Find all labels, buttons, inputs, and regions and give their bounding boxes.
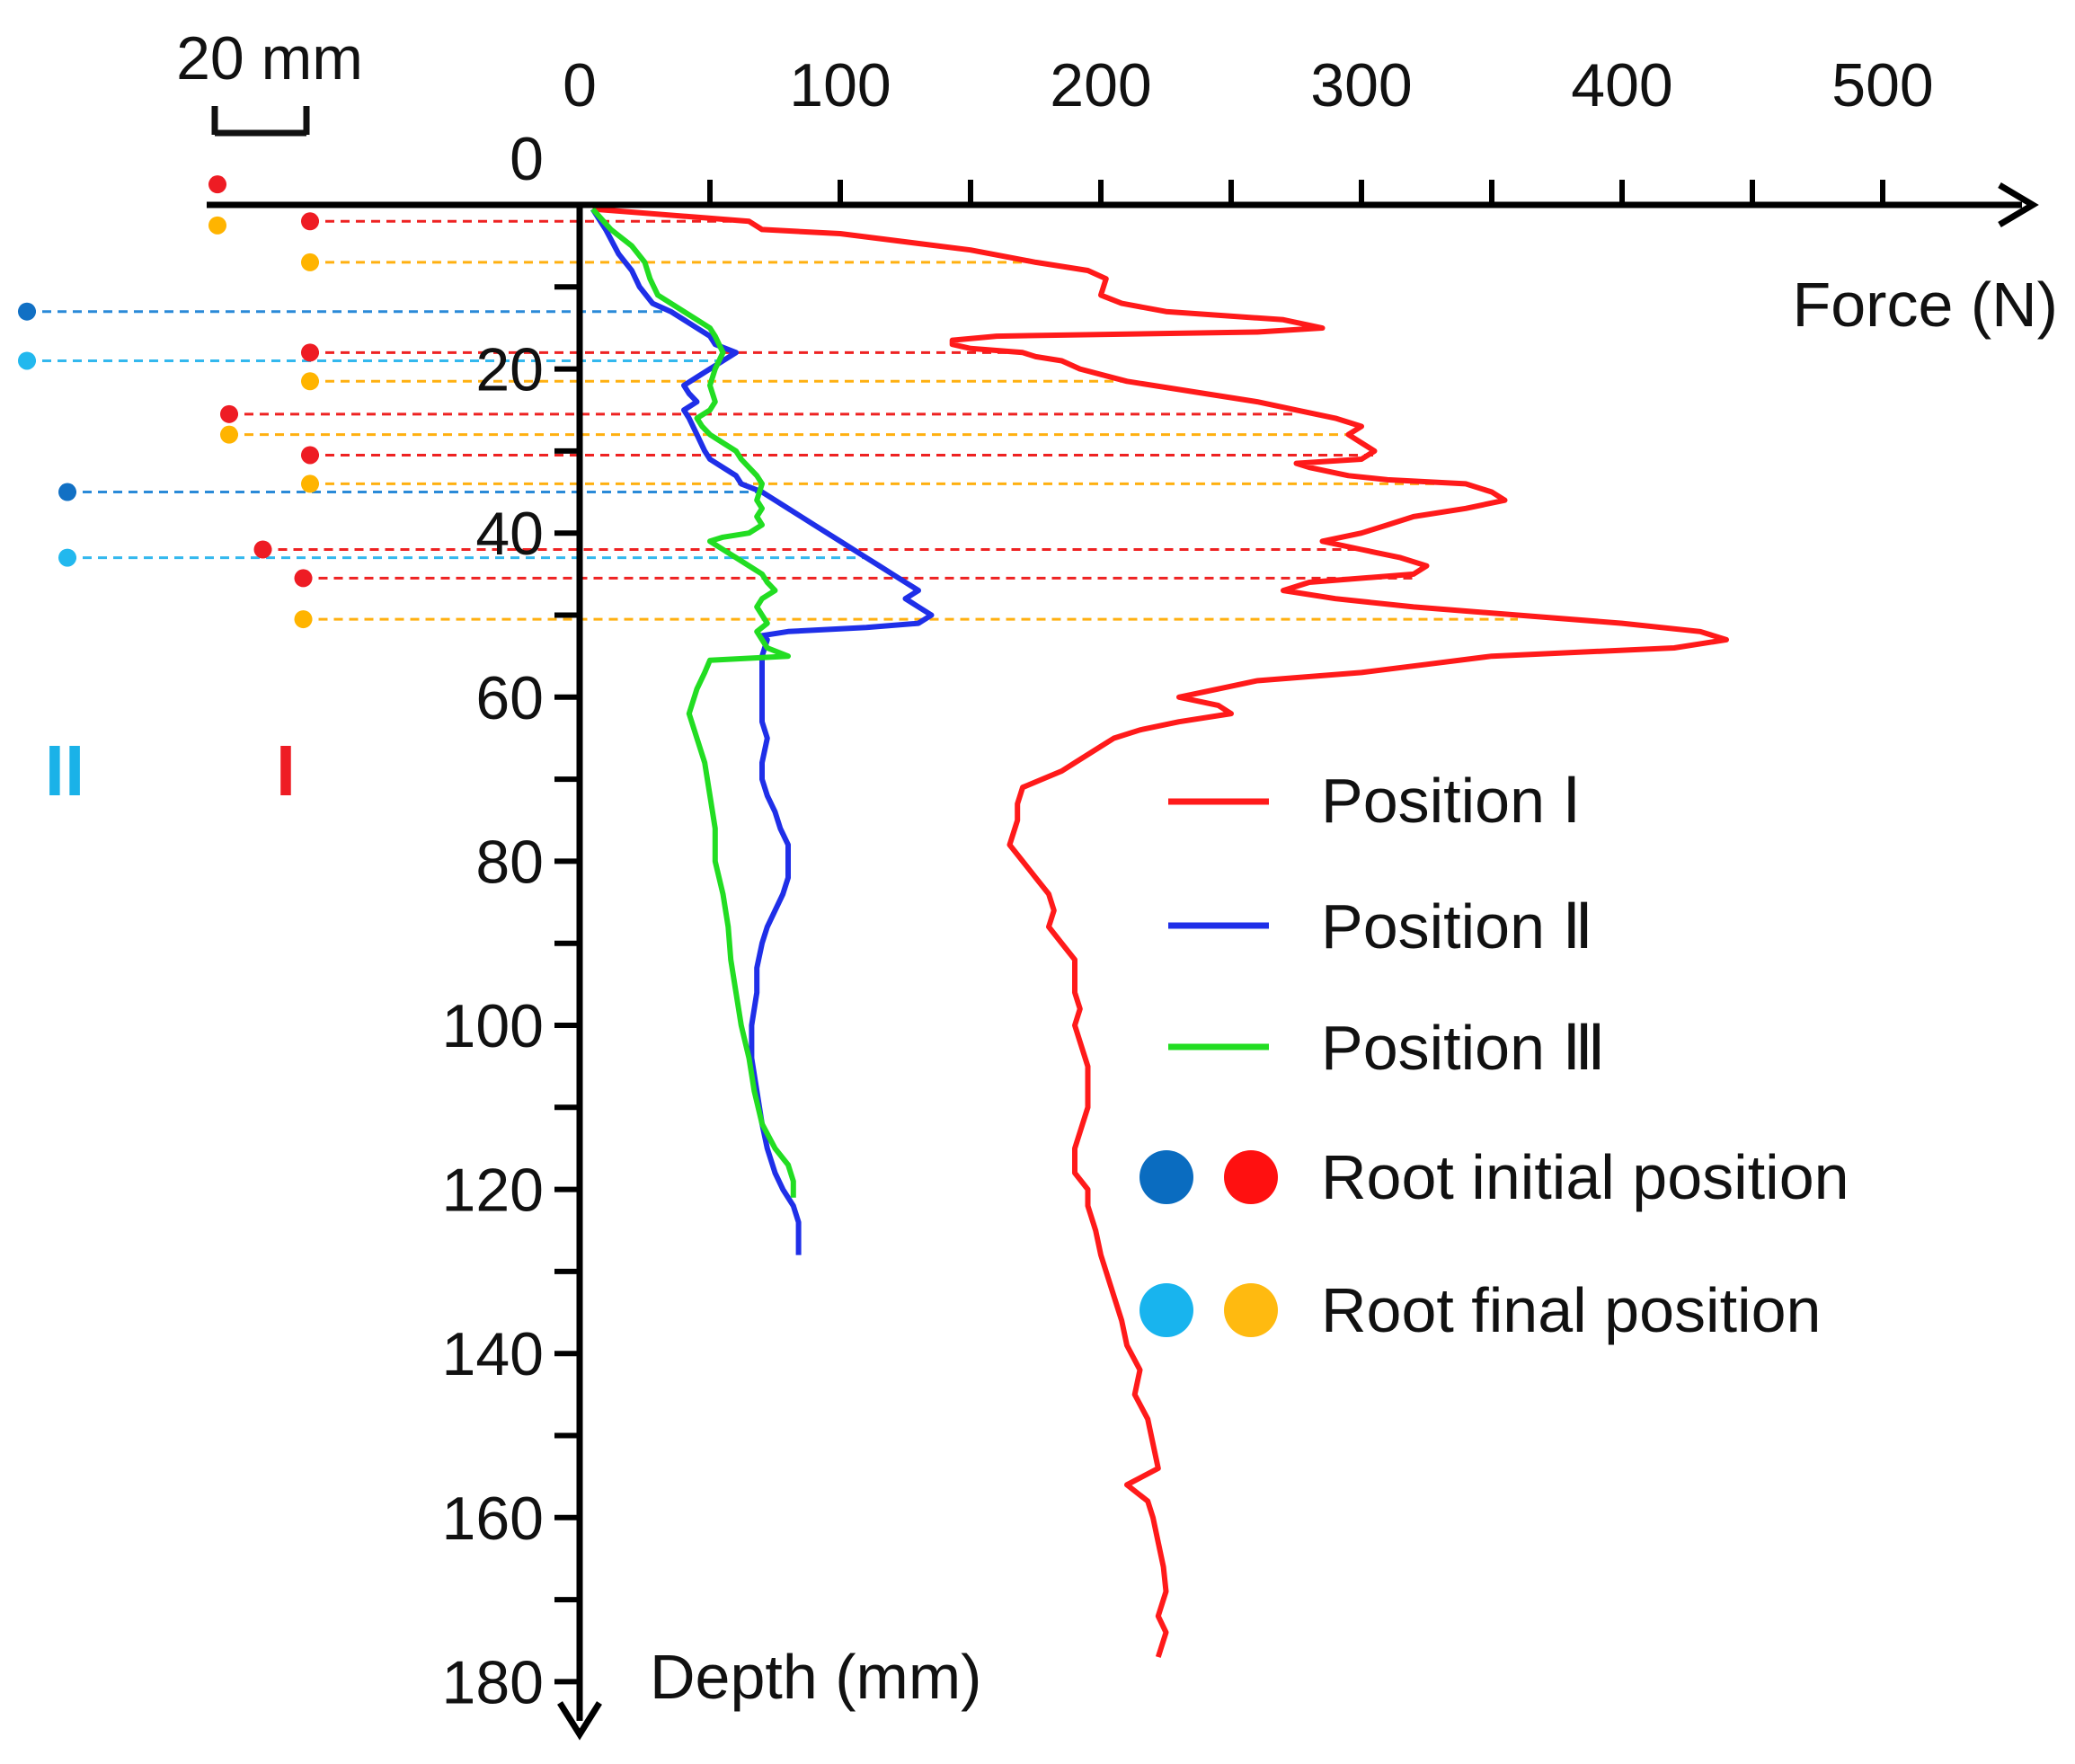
legend-dot-initial-red [1224,1150,1278,1204]
x-tick-label: 200 [1050,51,1151,120]
y-tick-label: 100 [442,992,544,1060]
y-tick-label: 120 [442,1157,544,1225]
legend-dot-initial-blue [1139,1150,1193,1204]
legend-label-position-ii: Position Ⅱ [1321,891,1593,962]
position-label-ii: II [45,731,84,811]
legend-label-position-iii: Position Ⅲ [1321,1013,1606,1083]
legend-label-position-i: Position Ⅰ [1321,766,1581,836]
y-tick-label: 160 [442,1485,544,1553]
legend-label-root-final: Root final position [1321,1275,1821,1345]
legend: Position Ⅰ Position Ⅱ Position Ⅲ Root in… [1139,766,1849,1345]
root-dot-initial [301,343,319,362]
x-tick-label: 300 [1310,51,1412,120]
y-tick-label: 80 [475,828,544,896]
y-tick-label: 0 [510,125,544,193]
scale-bar: 20 mm [176,24,363,137]
legend-dot-final-cyan [1139,1283,1193,1337]
x-tick-label: 0 [563,51,597,120]
x-axis-arrow [1998,182,2039,228]
y-tick-label: 140 [442,1320,544,1388]
root-dot-initial [253,540,272,559]
axes: 0 100 200 300 400 500 0 20 40 60 80 100 120 140 160 180 [207,51,2039,1741]
y-axis-arrow [557,1701,602,1741]
position-label-i: I [276,731,296,811]
root-dot-initial [58,483,76,501]
root-dashed-lines [27,219,1518,621]
root-dot-initial [18,302,36,321]
legend-label-root-initial: Root initial position [1321,1142,1849,1212]
root-dot-initial [294,569,313,588]
root-dot-final [58,548,76,567]
y-tick-label: 60 [475,664,544,732]
root-dot-initial [301,446,319,465]
legend-dot-final-orange [1224,1283,1278,1337]
scale-bar-label: 20 mm [176,24,363,93]
root-position-dots [18,175,319,629]
root-dot-final [301,253,319,271]
scale-bar-bracket [211,106,310,137]
x-tick-label: 400 [1571,51,1672,120]
series-group [590,206,1729,1658]
root-dot-final [301,372,319,391]
root-top-dot-initial [208,175,226,194]
root-dot-final [18,351,36,370]
root-dot-initial [220,404,238,423]
y-tick-label: 180 [442,1648,544,1716]
root-dot-final [294,610,313,629]
series-line-3 [590,207,796,1198]
x-tick-label: 100 [789,51,891,120]
x-axis-title: Force (N) [1792,270,2058,340]
series-line-2 [590,207,935,1255]
root-top-dot-final [208,216,226,235]
y-tick-label: 40 [475,500,544,568]
series-line-1 [592,206,1729,1658]
root-dot-final [220,425,238,444]
root-dot-final [301,474,319,493]
y-tick-label: 20 [475,336,544,404]
y-axis-title: Depth (mm) [650,1642,981,1712]
x-tick-label: 500 [1831,51,1933,120]
root-dot-initial [301,212,319,231]
